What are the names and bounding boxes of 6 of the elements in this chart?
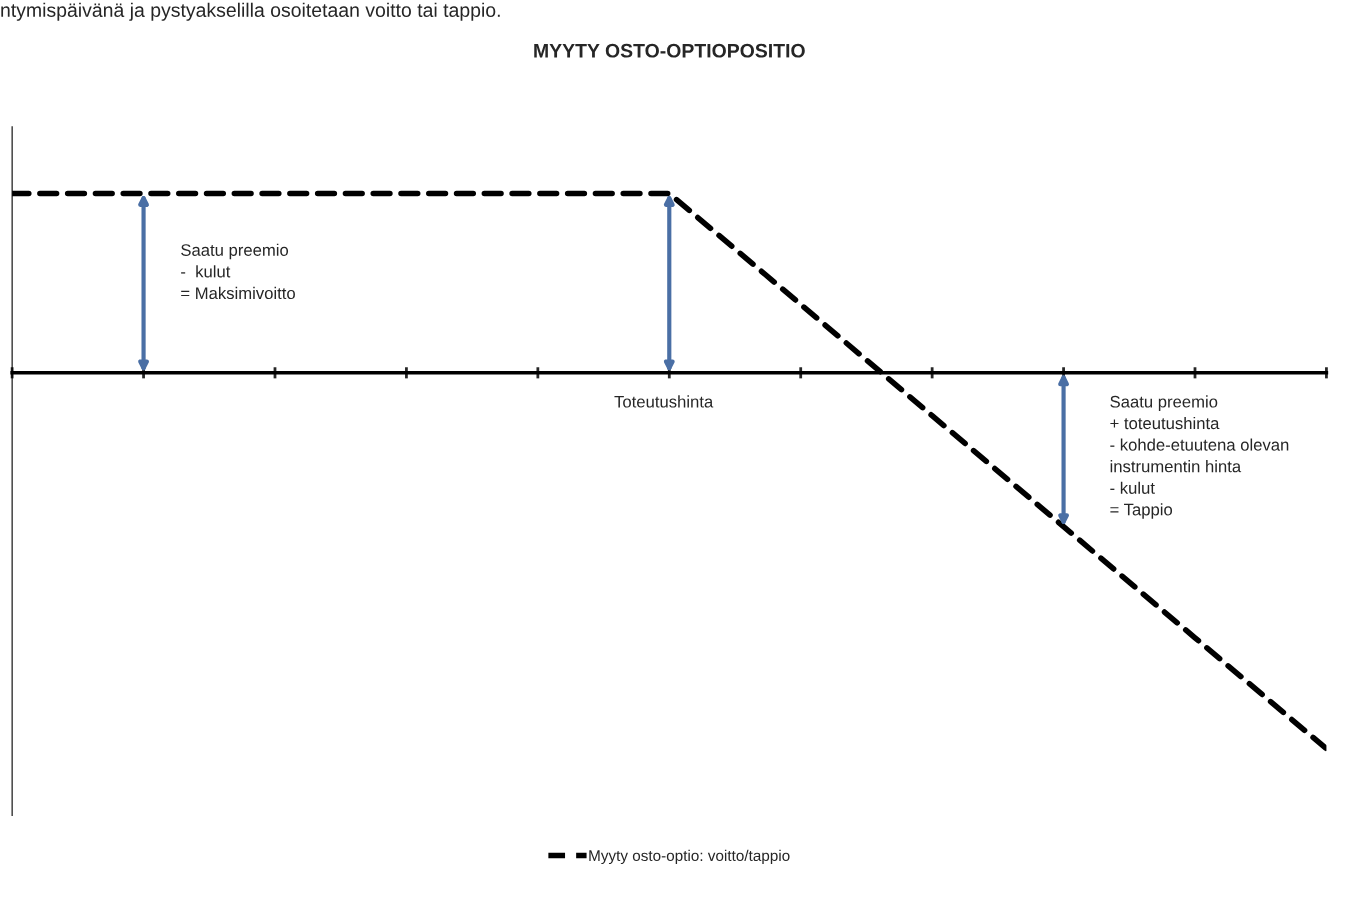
annotation: Toteutushinta [614, 395, 714, 408]
legend-label: Myyty osto-optio: voitto/tappio [589, 849, 790, 865]
text: ntymispäivänä ja pystyakselilla osoitetaan voitto tai tappio. [1, 2, 500, 21]
annotation: Saatu preemio + toteutushinta - kohde-etuutena olevan instrumentin hinta - kulut = Tappio [1110, 395, 1289, 519]
chart-title: MYYTY OSTO-OPTIOPOSITIO [534, 43, 805, 58]
annotation: Saatu preemio - kulut = Maksimivoitto [181, 243, 295, 300]
